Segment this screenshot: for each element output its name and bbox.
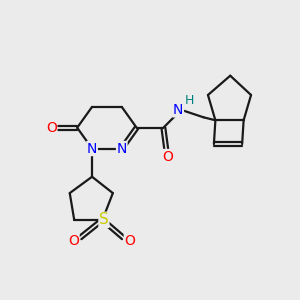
- Text: O: O: [124, 234, 135, 248]
- Text: N: N: [87, 142, 97, 155]
- Text: N: N: [117, 142, 127, 155]
- Text: S: S: [99, 212, 109, 227]
- Text: O: O: [162, 149, 173, 164]
- Text: O: O: [46, 121, 57, 135]
- Text: O: O: [68, 234, 79, 248]
- Text: H: H: [185, 94, 194, 107]
- Text: N: N: [173, 103, 183, 117]
